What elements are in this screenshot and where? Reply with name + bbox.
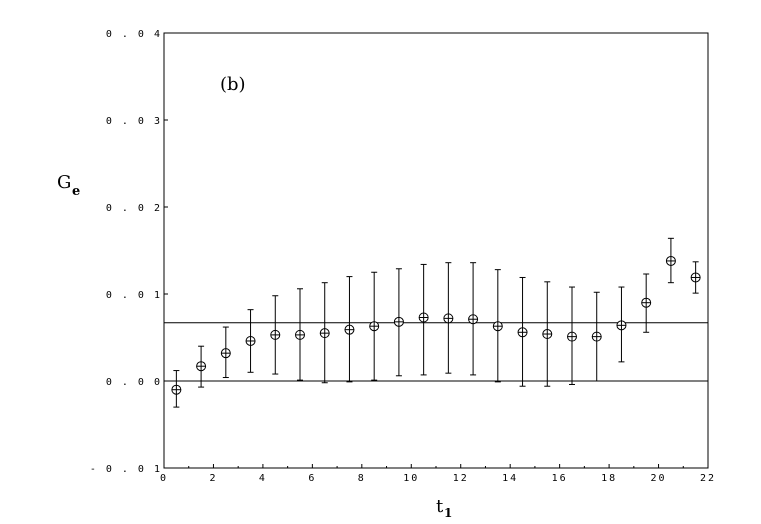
panel-label: (b) (220, 74, 246, 95)
y-axis-label-main: G (57, 172, 71, 193)
data-point (270, 295, 281, 375)
y-tick-label: 0 . 0 3 (106, 116, 162, 127)
x-tick-label: 14 (502, 473, 518, 484)
x-axis-label-sub: 1 (444, 506, 452, 520)
x-tick-label: 2 (209, 473, 217, 484)
x-tick-label: 6 (308, 473, 316, 484)
y-axis-label: G e (57, 172, 80, 199)
x-tick-label: 20 (651, 473, 667, 484)
data-point (690, 261, 701, 294)
horizontal-reference-lines (164, 322, 708, 382)
y-tick-label: - 0 . 0 1 (90, 464, 162, 475)
data-points (171, 237, 701, 408)
data-point (665, 237, 676, 284)
data-point (295, 288, 305, 381)
data-point (492, 269, 503, 383)
x-axis-label-main: t (436, 496, 444, 517)
x-tick-label: 8 (358, 473, 366, 484)
data-point (196, 345, 207, 388)
data-point (641, 273, 652, 333)
data-point (542, 281, 553, 387)
x-tick-label: 12 (453, 473, 469, 484)
data-point (517, 276, 528, 387)
data-point (220, 326, 231, 379)
plot-frame (163, 32, 709, 469)
y-axis-ticks: - 0 . 0 1 0 . 0 0 0 . 0 1 0 . 0 2 0 . 0 3 0 .… (90, 29, 168, 475)
data-point (443, 262, 454, 374)
y-tick-label: 0 . 0 0 (106, 377, 162, 388)
y-tick-label: 0 . 0 1 (106, 290, 162, 301)
x-tick-label: 10 (403, 473, 419, 484)
y-tick-label: 0 . 0 4 (106, 29, 162, 40)
data-point (418, 263, 429, 376)
data-point (369, 271, 380, 381)
data-point (591, 291, 602, 382)
y-tick-label: 0 . 0 2 (106, 203, 162, 214)
x-axis-label: t 1 (436, 496, 452, 520)
data-point (171, 370, 182, 408)
x-tick-label: 18 (601, 473, 617, 484)
y-axis-label-sub: e (72, 184, 80, 199)
data-point (319, 282, 330, 384)
x-tick-label: 4 (259, 473, 267, 484)
data-point (468, 262, 479, 376)
data-point (393, 268, 404, 377)
data-point (344, 276, 355, 383)
x-tick-label: 16 (552, 473, 568, 484)
data-point (245, 309, 256, 373)
x-tick-label: 0 (160, 473, 168, 484)
data-point (616, 286, 627, 363)
x-axis-ticks: 0 2 4 6 8 10 12 14 16 18 20 22 (160, 464, 716, 484)
x-tick-label: 22 (700, 473, 716, 484)
data-point (567, 286, 577, 385)
